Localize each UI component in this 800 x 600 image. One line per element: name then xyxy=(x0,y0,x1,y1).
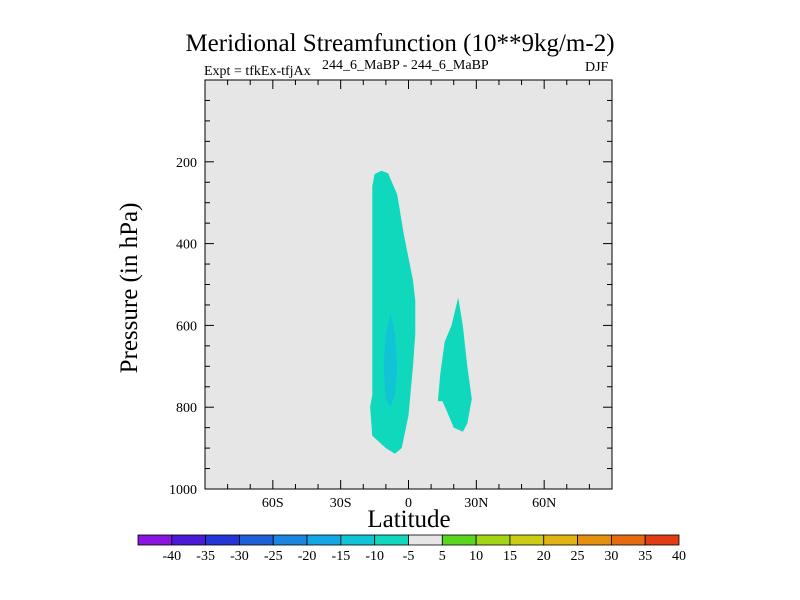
negative-5-to-0-main-region xyxy=(370,170,416,454)
colorbar-label: 25 xyxy=(571,549,585,564)
colorbar-label: 5 xyxy=(439,549,446,564)
colorbar-label: 10 xyxy=(469,549,483,564)
colorbar-swatch xyxy=(509,534,545,546)
colorbar-label: -5 xyxy=(403,549,415,564)
colorbar-label: -35 xyxy=(196,549,215,564)
x-axis-label: Latitude xyxy=(367,506,451,533)
colorbar-swatch xyxy=(137,534,173,546)
colorbar-swatch xyxy=(239,534,274,546)
y-tick-label: 1000 xyxy=(169,483,197,498)
y-tick-label: 800 xyxy=(176,401,197,416)
y-tick-label: 200 xyxy=(176,156,197,171)
colorbar-swatch xyxy=(408,534,443,546)
colorbar-swatch xyxy=(171,534,207,546)
colorbar-swatch xyxy=(205,534,240,546)
colorbar-label: -10 xyxy=(365,549,384,564)
colorbar-label: 35 xyxy=(638,549,652,564)
colorbar-label: -30 xyxy=(230,549,249,564)
colorbar-label: 15 xyxy=(503,549,517,564)
chart-title: Meridional Streamfunction (10**9kg/m-2) xyxy=(185,30,615,57)
colorbar-label: 30 xyxy=(604,549,618,564)
colorbar-label: -25 xyxy=(264,549,283,564)
axis-ticks: 60S 30S 0 30N 60N 200 400 600 800 1000 xyxy=(169,79,613,511)
colorbar-swatch xyxy=(543,534,578,546)
season-label: DJF xyxy=(585,60,609,75)
x-tick-label: 60S xyxy=(262,496,284,511)
negative-10-to-5-core-region xyxy=(383,313,398,408)
experiment-label: Expt = tfkEx-tfjAx xyxy=(204,64,311,79)
negative-5-to-0-north-region xyxy=(437,297,472,432)
colorbar-swatch xyxy=(475,534,511,546)
colorbar-label: 20 xyxy=(537,549,551,564)
x-tick-label: 30N xyxy=(464,496,488,511)
colorbar-swatch xyxy=(441,534,477,546)
colorbar-label: -40 xyxy=(162,549,181,564)
colorbar-label: 40 xyxy=(672,549,686,564)
colorbar-swatch xyxy=(340,534,376,546)
center-label: 244_6_MaBP - 244_6_MaBP xyxy=(322,58,489,73)
colorbar-swatch xyxy=(644,534,680,546)
colorbar: -40 -35 -30 -25 -20 -15 -10 -5 5 10 15 20 25 30 35 40 xyxy=(137,534,686,564)
y-tick-label: 600 xyxy=(176,319,197,334)
colorbar-swatch xyxy=(272,534,308,546)
y-tick-label: 400 xyxy=(176,238,197,253)
contour-regions xyxy=(370,170,472,454)
x-tick-label: 30S xyxy=(330,496,352,511)
x-tick-label: 0 xyxy=(405,496,412,511)
colorbar-swatch xyxy=(577,534,612,546)
colorbar-swatch xyxy=(374,534,409,546)
colorbar-label: -15 xyxy=(332,549,351,564)
colorbar-label: -20 xyxy=(298,549,317,564)
colorbar-swatch xyxy=(306,534,342,546)
colorbar-swatch xyxy=(610,534,646,546)
x-tick-label: 60N xyxy=(532,496,556,511)
